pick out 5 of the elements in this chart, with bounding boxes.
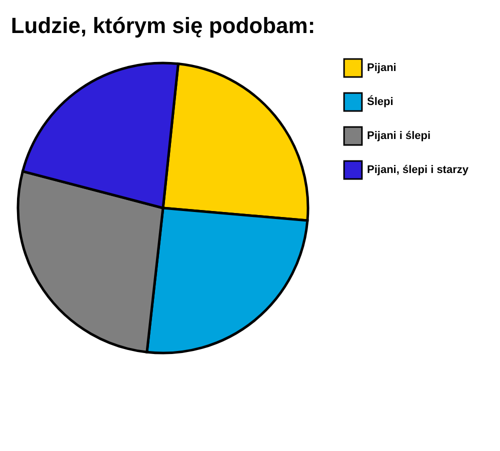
- legend-label: Pijani: [367, 62, 396, 74]
- legend-label: Pijani, ślepi i starzy: [367, 164, 470, 176]
- legend-label: Pijani i ślepi: [367, 130, 431, 142]
- legend-label: Ślepi: [367, 95, 394, 108]
- chart-title: Ludzie, którym się podobam:: [10, 13, 316, 38]
